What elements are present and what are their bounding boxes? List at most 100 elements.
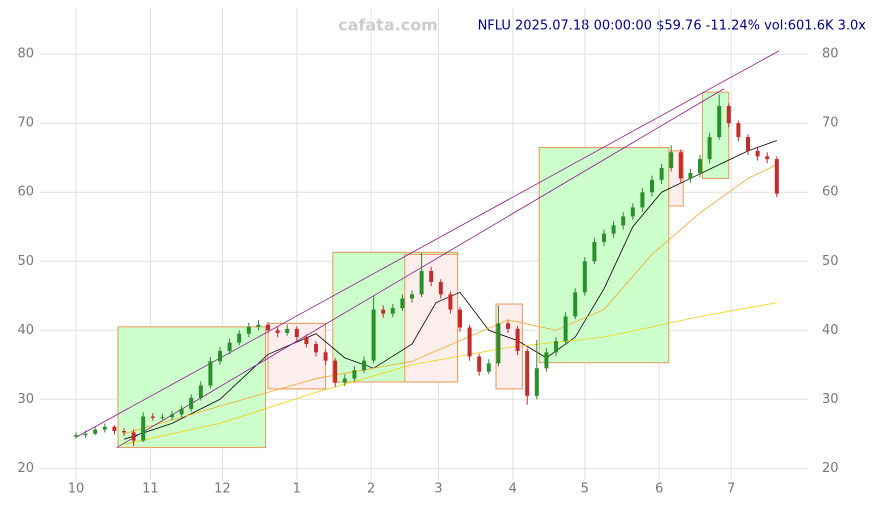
x-tick-label: 1: [293, 482, 301, 497]
candle-body: [323, 352, 328, 361]
candle-body: [726, 105, 731, 124]
candle-body: [438, 281, 443, 295]
candle-body: [602, 233, 606, 242]
candle-body: [141, 416, 146, 441]
candle-body: [698, 159, 702, 173]
y-tick-label: 20: [17, 461, 34, 476]
candle-body: [218, 350, 222, 362]
candle-body: [774, 159, 779, 194]
candle-body: [371, 309, 376, 361]
candle-body: [285, 328, 290, 334]
candle-body: [419, 270, 424, 295]
candle-body: [582, 261, 587, 293]
x-tick-label: 11: [142, 482, 159, 497]
candle-body: [746, 137, 750, 151]
y-tick-label: 40: [17, 323, 34, 338]
candle-body: [83, 433, 88, 436]
candle-body: [506, 323, 510, 329]
y-tick-label-right: 40: [822, 323, 839, 338]
x-tick-label: 10: [68, 482, 85, 497]
candle-body: [179, 408, 184, 415]
candle-body: [563, 316, 568, 342]
candle-body: [352, 370, 357, 379]
candle-body: [333, 360, 338, 383]
y-tick-label-right: 20: [822, 461, 839, 476]
x-tick-label: 6: [655, 482, 663, 497]
y-tick-label: 60: [17, 185, 34, 200]
x-tick-label: 3: [434, 482, 442, 497]
candle-body: [477, 356, 482, 372]
candle-body: [736, 123, 741, 138]
range-box: [538, 146, 670, 364]
candle-body: [717, 105, 722, 138]
candle-body: [381, 309, 386, 314]
candle-body: [170, 414, 174, 418]
candle-body: [342, 378, 347, 383]
range-box: [701, 91, 730, 179]
candle-body: [650, 179, 654, 193]
candle-body: [707, 137, 712, 160]
candle-body: [189, 397, 194, 409]
candle-body: [467, 327, 472, 357]
y-tick-label-right: 30: [822, 392, 839, 407]
candle-body: [160, 417, 165, 419]
y-tick-label: 30: [17, 392, 34, 407]
candle-body: [362, 360, 366, 371]
candle-body: [112, 426, 117, 432]
candle-body: [256, 324, 261, 327]
candle-body: [621, 216, 626, 226]
candle-body: [573, 292, 578, 317]
candle-body: [400, 298, 405, 309]
candle-body: [765, 156, 770, 160]
candle-body: [198, 385, 203, 398]
candle-body: [275, 330, 280, 334]
candle-body: [93, 429, 98, 434]
candle-body: [458, 309, 462, 328]
candle-body: [554, 341, 558, 353]
y-tick-label: 70: [17, 116, 34, 131]
candle-body: [515, 328, 520, 351]
candle-body: [150, 416, 155, 418]
y-tick-label-right: 60: [822, 185, 839, 200]
candle-body: [237, 333, 242, 343]
indicator-line: [123, 140, 777, 440]
x-tick-label: 2: [367, 482, 375, 497]
indicator-line: [123, 302, 777, 445]
candle-body: [678, 152, 683, 179]
candle-body: [486, 363, 491, 372]
candle-body: [266, 324, 270, 331]
candle-body: [102, 426, 107, 430]
candle-body: [688, 172, 693, 179]
candle-body: [544, 352, 549, 369]
candle-body: [659, 168, 664, 180]
y-tick-label: 80: [17, 47, 34, 62]
candle-body: [448, 294, 453, 310]
x-tick-label: 7: [727, 482, 735, 497]
candle-body: [534, 368, 539, 396]
candle-body: [304, 337, 309, 345]
chart-title: NFLU 2025.07.18 00:00:00 $59.76 -11.24% …: [478, 19, 867, 34]
candle-body: [122, 431, 126, 433]
x-tick-label: 5: [581, 482, 589, 497]
candle-body: [611, 225, 616, 234]
candle-body: [630, 207, 635, 217]
candle-body: [74, 435, 78, 437]
y-tick-label-right: 70: [822, 116, 839, 131]
candle-body: [208, 361, 213, 386]
indicator-line: [123, 164, 777, 435]
candle-body: [496, 323, 501, 364]
candle-body: [755, 150, 760, 157]
candle-body: [294, 328, 299, 338]
watermark: cafata.com: [338, 16, 438, 35]
indicator-line: [75, 50, 780, 438]
candle-body: [669, 152, 674, 169]
candle-body: [410, 294, 414, 299]
y-tick-label-right: 80: [822, 47, 839, 62]
y-tick-label: 50: [17, 254, 34, 269]
candle-body: [131, 432, 136, 441]
candle-body: [246, 326, 251, 334]
candle-body: [227, 342, 232, 351]
candle-body: [314, 344, 318, 353]
x-tick-label: 4: [509, 482, 517, 497]
